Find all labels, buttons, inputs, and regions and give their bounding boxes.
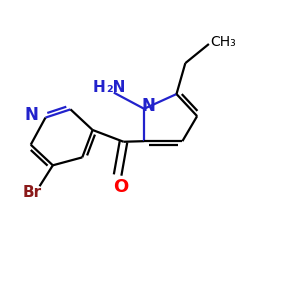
Text: O: O [113, 178, 128, 196]
Text: Br: Br [23, 185, 42, 200]
Text: ₂N: ₂N [106, 80, 125, 95]
Text: CH₃: CH₃ [210, 34, 236, 49]
Text: N: N [142, 98, 155, 116]
Text: N: N [24, 106, 38, 124]
Text: H: H [93, 80, 106, 95]
